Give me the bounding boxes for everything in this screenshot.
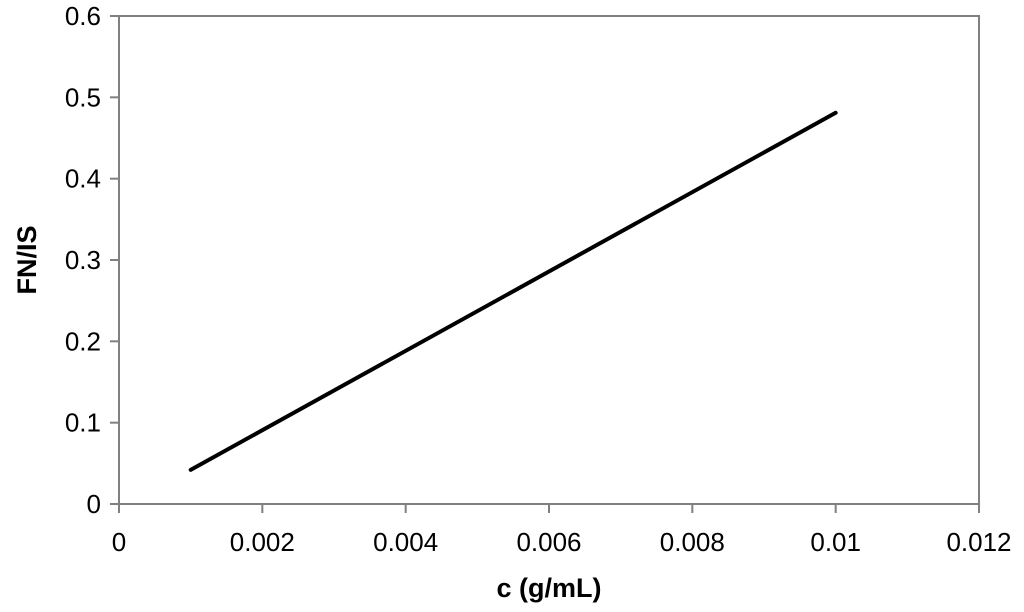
- x-tick-label: 0.004: [373, 527, 438, 557]
- x-tick-label: 0.008: [660, 527, 725, 557]
- x-tick-label: 0.002: [230, 527, 295, 557]
- plot-frame: [118, 15, 980, 505]
- x-axis: 0 0.002 0.004 0.006 0.008 0.01 0.012: [112, 504, 1012, 557]
- x-tick-label: 0.006: [516, 527, 581, 557]
- y-tick-label: 0.2: [65, 326, 101, 356]
- y-tick-label: 0.1: [65, 408, 101, 438]
- series-line: [188, 110, 838, 472]
- y-axis: 0 0.1 0.2 0.3 0.4 0.5 0.6: [65, 1, 119, 519]
- y-tick-label: 0: [87, 489, 101, 519]
- y-axis-title: FN/IS: [12, 225, 42, 294]
- x-tick-label: 0.01: [810, 527, 861, 557]
- x-tick-label: 0: [112, 527, 126, 557]
- x-tick-label: 0.012: [946, 527, 1011, 557]
- plot-area-border: [118, 15, 980, 505]
- series-layer: [188, 110, 838, 472]
- y-tick-label: 0.4: [65, 164, 101, 194]
- x-axis-title: c (g/mL): [497, 573, 602, 603]
- y-tick-label: 0.6: [65, 1, 101, 31]
- y-tick-label: 0.3: [65, 245, 101, 275]
- y-tick-label: 0.5: [65, 82, 101, 112]
